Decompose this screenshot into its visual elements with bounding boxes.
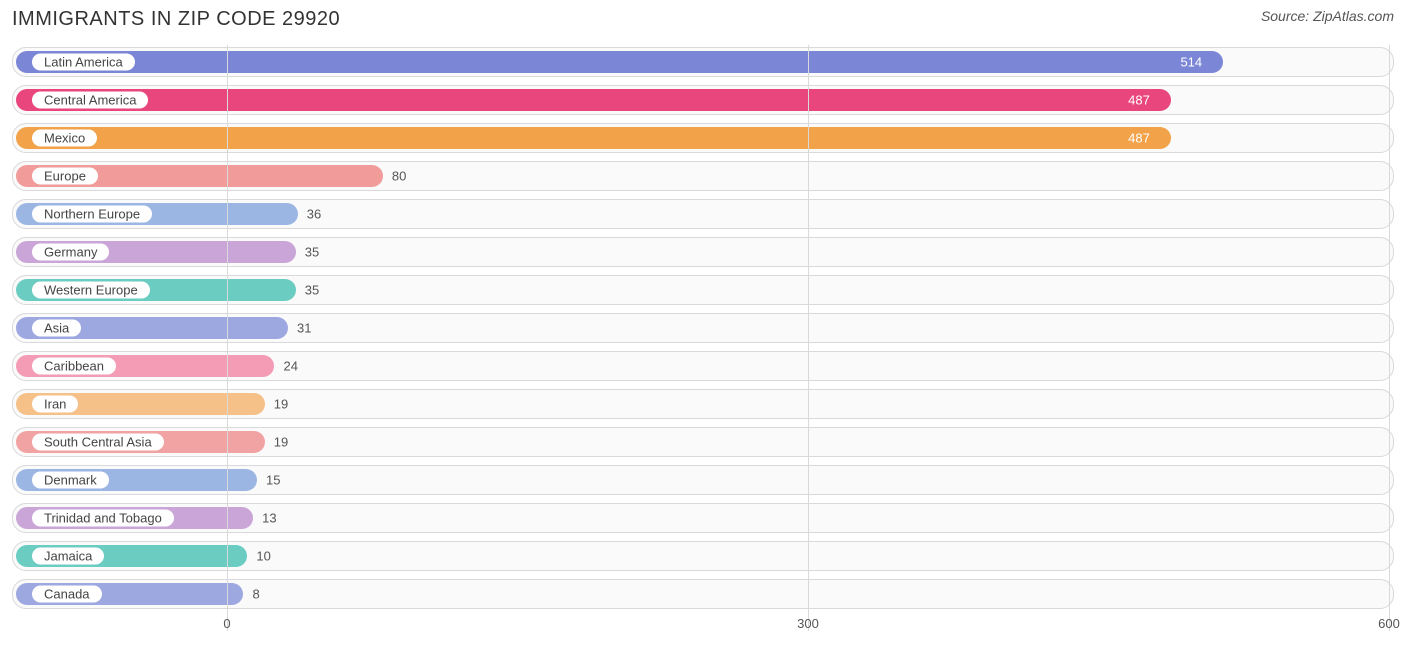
bar-label-tag: Canada [31, 585, 103, 604]
bar-value: 19 [274, 397, 288, 412]
bar-row: Trinidad and Tobago 13 [12, 503, 1394, 533]
bar-label-tag: Denmark [31, 471, 110, 490]
bar-row: Western Europe 35 [12, 275, 1394, 305]
bar-chart: Latin America514Central America487Mexico… [12, 47, 1394, 641]
bar-row: Northern Europe 36 [12, 199, 1394, 229]
bar-value: 487 [1128, 131, 1150, 146]
bar-row: Central America 487 [12, 85, 1394, 115]
bar-label-tag: Europe [31, 167, 99, 186]
bar-value: 15 [266, 473, 280, 488]
bar-row: Jamaica 10 [12, 541, 1394, 571]
bar-value: 13 [262, 511, 276, 526]
bar-fill [16, 127, 1171, 149]
bar-value: 80 [392, 169, 406, 184]
bar-value: 31 [297, 321, 311, 336]
bar-value: 487 [1128, 93, 1150, 108]
bar-value: 35 [305, 245, 319, 260]
x-tick-label: 600 [1378, 616, 1400, 631]
bar-row: Latin America 514 [12, 47, 1394, 77]
bar-row: Caribbean 24 [12, 351, 1394, 381]
bar-row: Canada 8 [12, 579, 1394, 609]
bar-row: Denmark 15 [12, 465, 1394, 495]
bar-label-tag: Caribbean [31, 357, 117, 376]
x-tick-label: 0 [223, 616, 230, 631]
bar-row: Mexico 487 [12, 123, 1394, 153]
bar-row: South Central Asia 19 [12, 427, 1394, 457]
bar-row: Iran 19 [12, 389, 1394, 419]
bar-value: 19 [274, 435, 288, 450]
bar-row: Germany 35 [12, 237, 1394, 267]
bar-value: 35 [305, 283, 319, 298]
bar-row: Asia 31 [12, 313, 1394, 343]
bar-label-tag: Western Europe [31, 281, 151, 300]
bar-row: Europe 80 [12, 161, 1394, 191]
bar-fill [16, 89, 1171, 111]
bar-value: 514 [1180, 55, 1202, 70]
chart-source: Source: ZipAtlas.com [1261, 8, 1394, 24]
bar-label-tag: Jamaica [31, 547, 105, 566]
bar-label-tag: Germany [31, 243, 110, 262]
bar-label-tag: Iran [31, 395, 79, 414]
bar-label-tag: Mexico [31, 129, 98, 148]
bar-label-tag: Latin America [31, 53, 136, 72]
bar-label-tag: Central America [31, 91, 149, 110]
x-tick-label: 300 [797, 616, 819, 631]
bar-value: 8 [252, 587, 259, 602]
bar-value: 36 [307, 207, 321, 222]
bar-fill [16, 51, 1223, 73]
bar-value: 24 [283, 359, 297, 374]
bar-label-tag: Asia [31, 319, 82, 338]
bar-label-tag: South Central Asia [31, 433, 165, 452]
bar-label-tag: Trinidad and Tobago [31, 509, 175, 528]
bar-label-tag: Northern Europe [31, 205, 153, 224]
bar-value: 10 [256, 549, 270, 564]
chart-title: IMMIGRANTS IN ZIP CODE 29920 [12, 8, 340, 31]
